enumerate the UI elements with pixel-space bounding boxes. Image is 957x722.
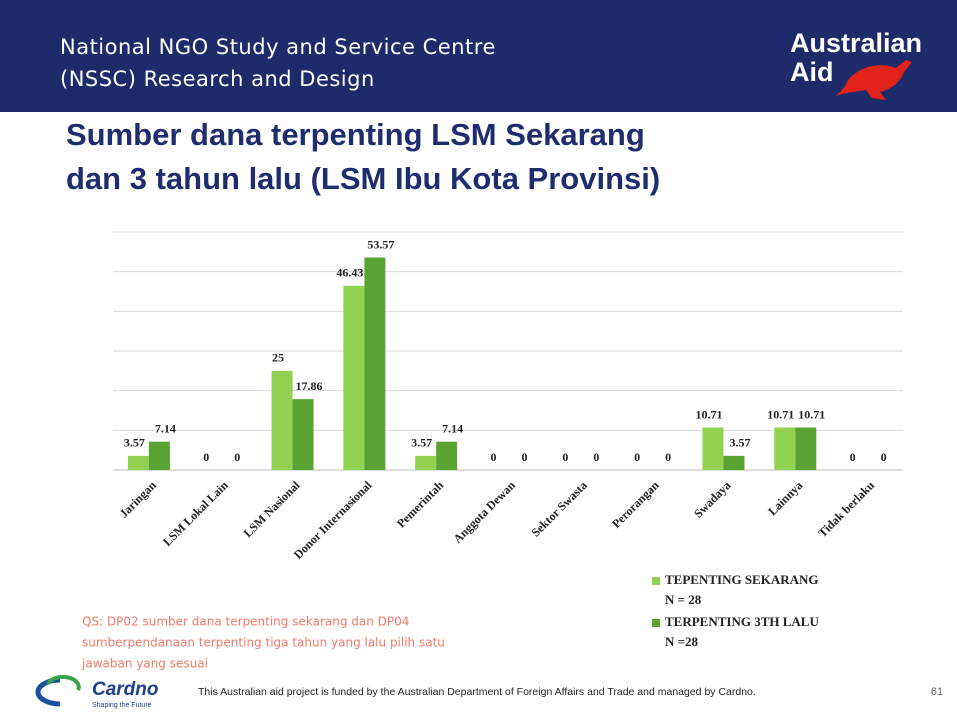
page-number: 61	[931, 686, 943, 698]
data-label: 3.57	[729, 436, 750, 450]
legend-swatch	[652, 577, 660, 585]
data-label: 0	[634, 450, 640, 464]
data-label: 3.57	[411, 436, 432, 450]
x-tick-label: Pemerintah	[394, 478, 447, 531]
data-label: 10.71	[767, 407, 794, 421]
data-label: 10.71	[798, 407, 825, 421]
data-label: 17.86	[296, 379, 323, 393]
data-label: 0	[522, 450, 528, 464]
data-label: 7.14	[155, 421, 176, 435]
cardno-icon	[46, 674, 81, 691]
note: jawaban yang sesuai	[81, 657, 208, 671]
bar	[292, 399, 314, 470]
header-line: (NSSC) Research and Design	[60, 67, 375, 91]
x-tick-label: Donor Internasional	[291, 478, 375, 562]
data-label: 0	[665, 450, 671, 464]
bar	[271, 370, 293, 470]
header-bar	[0, 0, 957, 112]
data-label: 10.71	[695, 407, 722, 421]
x-tick-label: Swadaya	[691, 478, 733, 520]
legend-label: TERPENTING 3TH LALU	[665, 614, 819, 629]
x-tick-label: Anggota Dewan	[450, 478, 518, 546]
data-label: 0	[203, 450, 209, 464]
bar	[364, 257, 386, 470]
data-label: 0	[491, 450, 497, 464]
x-tick-label: Jaringan	[117, 478, 160, 521]
data-label: 3.57	[124, 436, 145, 450]
data-label: 0	[850, 450, 856, 464]
bar	[436, 441, 458, 470]
data-label: 0	[593, 450, 599, 464]
bar	[415, 455, 437, 470]
bar	[127, 455, 149, 470]
footer-text: This Australian aid project is funded by…	[198, 686, 756, 698]
data-label: 0	[881, 450, 887, 464]
data-label: 0	[234, 450, 240, 464]
bar	[702, 427, 724, 470]
data-label: 0	[562, 450, 568, 464]
x-tick-label: LSM Lokal Lain	[160, 478, 231, 549]
data-label: 53.57	[367, 237, 394, 251]
legend-swatch	[652, 619, 660, 627]
data-label: 46.43	[336, 266, 363, 280]
data-label: 7.14	[442, 421, 463, 435]
x-tick-label: LSM Nasional	[241, 478, 303, 540]
legend-label: N = 28	[665, 592, 702, 607]
legend-label: N =28	[665, 634, 699, 649]
chart-title: dan 3 tahun lalu (LSM Ibu Kota Provinsi)	[66, 161, 660, 196]
logo-text: Aid	[790, 57, 834, 87]
x-tick-label: Sektor Swasta	[529, 478, 590, 539]
footer-brand: Cardno	[92, 679, 159, 700]
bar	[723, 455, 745, 470]
x-tick-label: Lainnya	[765, 478, 805, 518]
bar	[795, 427, 817, 470]
x-tick-label: Perorangan	[609, 478, 662, 531]
note: sumberpendanaan terpenting tiga tahun ya…	[82, 636, 445, 650]
bar	[774, 427, 796, 470]
bar	[148, 441, 170, 470]
bar	[343, 285, 365, 470]
note: QS: DP02 sumber dana terpenting sekarang…	[82, 615, 409, 629]
legend-label: TEPENTING SEKARANG	[665, 572, 819, 587]
logo-text: Australian	[790, 28, 922, 58]
kangaroo-icon	[836, 60, 912, 100]
chart-title: Sumber dana terpenting LSM Sekarang	[66, 117, 645, 152]
x-tick-label: Tidak berlaku	[815, 478, 877, 540]
header-line: National NGO Study and Service Centre	[60, 35, 496, 59]
footer-tagline: Shaping the Future	[92, 702, 152, 709]
data-label: 25	[272, 351, 284, 365]
